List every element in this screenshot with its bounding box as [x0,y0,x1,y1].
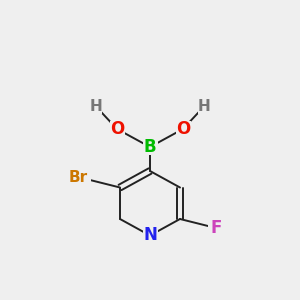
Text: O: O [176,120,190,138]
Bar [142,139,158,155]
Bar [110,121,124,137]
Text: N: N [143,226,157,244]
Bar [208,220,224,236]
Bar [90,99,102,114]
Text: Br: Br [68,169,88,184]
Bar [198,99,210,114]
Text: F: F [210,219,222,237]
Text: H: H [90,99,102,114]
Bar [142,227,158,244]
Text: B: B [144,138,156,156]
Text: O: O [110,120,124,138]
Bar [65,169,91,185]
Text: H: H [198,99,210,114]
Bar [176,121,190,137]
